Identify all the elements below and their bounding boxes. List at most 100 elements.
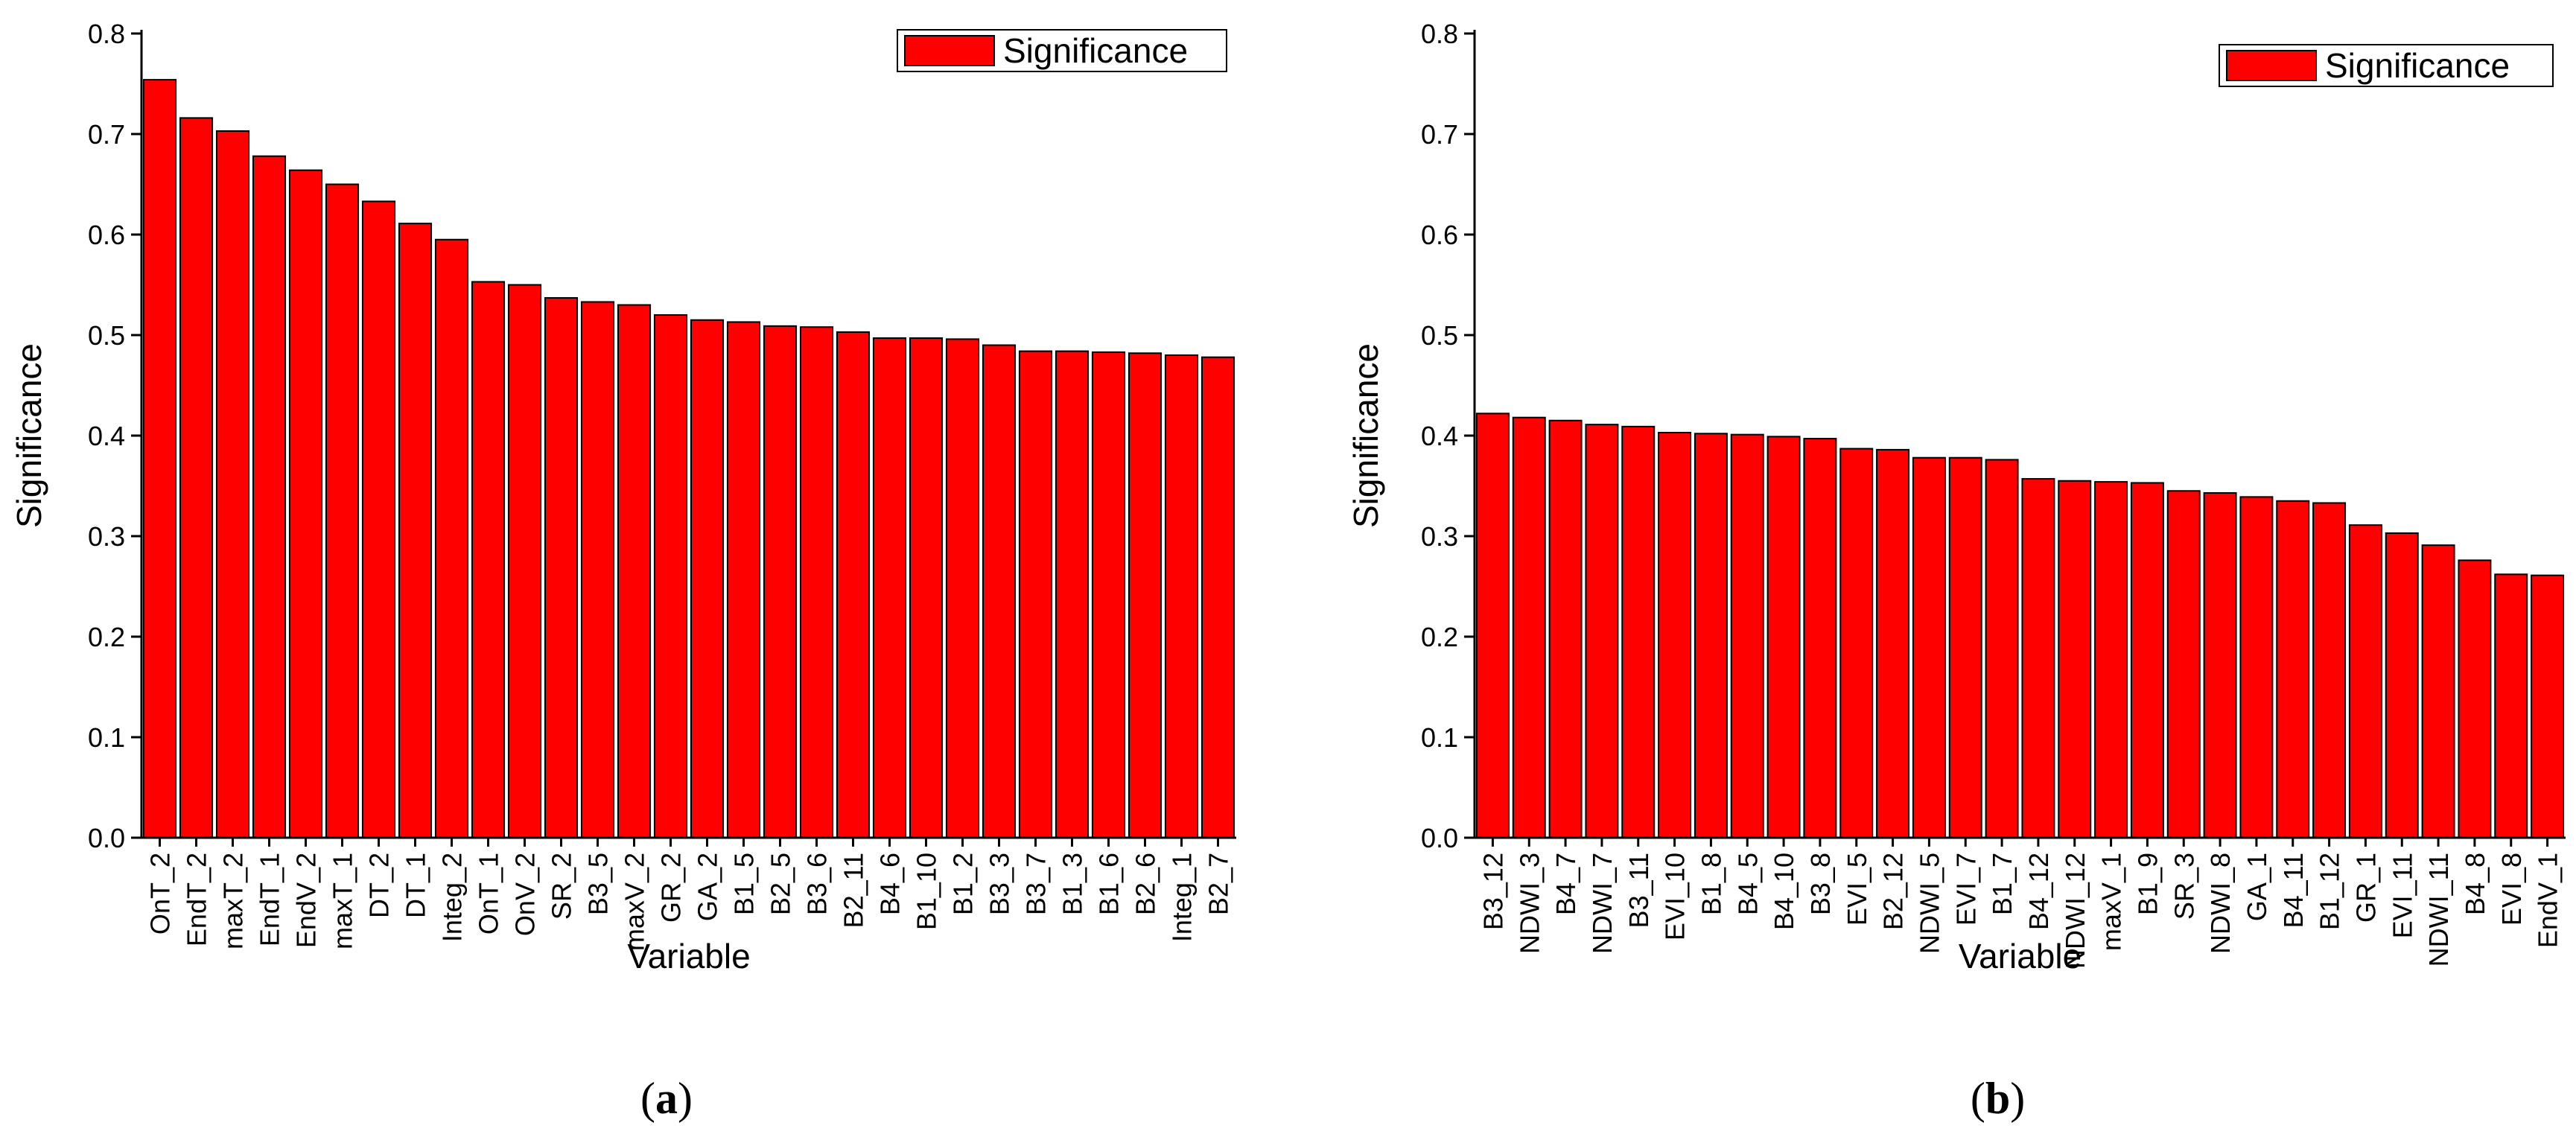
x-tick-label: B1_6 [1094, 853, 1125, 915]
x-tick-label: B4_10 [1769, 853, 1799, 930]
x-tick-label: NDWI_11 [2423, 853, 2454, 967]
y-tick-label: 0.1 [88, 722, 125, 753]
x-tick-label: B4_11 [2278, 853, 2309, 928]
x-tick-label: maxV_2 [620, 853, 650, 951]
bar-GA_2 [690, 319, 725, 838]
x-tick-label: DT_2 [364, 853, 395, 918]
y-tick-label: 0.4 [88, 421, 125, 451]
x-axis-title: Variable [627, 937, 750, 975]
legend: Significance [897, 29, 1227, 72]
x-tick-label: GA_2 [693, 853, 723, 921]
bar-B1_3 [1055, 350, 1090, 839]
y-axis-title: Significance [1346, 343, 1385, 528]
x-tick-label: OnT_1 [474, 853, 504, 935]
x-tick-label: B4_8 [2460, 853, 2490, 915]
x-tick-label: EVI_11 [2387, 853, 2417, 938]
x-tick-label: B4_12 [2023, 853, 2054, 930]
bar-B4_8 [2458, 559, 2492, 839]
bar-B2_7 [1200, 356, 1235, 838]
bar-GR_2 [653, 314, 688, 838]
y-tick-label: 0.2 [1421, 622, 1458, 652]
x-tick-label: maxT_2 [218, 853, 249, 949]
x-tick-label: NDWI_12 [2060, 853, 2090, 969]
bar-B2_5 [763, 325, 798, 839]
bar-B3_7 [1018, 350, 1053, 839]
x-tick-label: OnT_2 [145, 853, 176, 935]
x-tick-label: B4_5 [1732, 853, 1763, 915]
bar-NDWI_11 [2421, 544, 2455, 839]
y-tick-label: 0.0 [88, 823, 125, 853]
panel-label: (a) [640, 1074, 693, 1123]
bar-DT_2 [361, 200, 396, 838]
bar-SR_3 [2166, 490, 2201, 838]
x-tick-label: maxT_1 [328, 853, 358, 949]
x-tick-label: SR_2 [547, 853, 577, 920]
y-tick-label: 0.3 [88, 521, 125, 552]
bar-GA_1 [2239, 496, 2274, 838]
x-tick-label: B1_3 [1058, 853, 1088, 915]
bar-SR_2 [544, 297, 579, 838]
bar-B1_10 [909, 337, 944, 838]
x-tick-label: B1_7 [1987, 853, 2017, 915]
bar-B4_10 [1766, 436, 1801, 838]
x-tick-label: B2_12 [1878, 853, 1909, 930]
x-tick-label: B1_8 [1696, 853, 1726, 915]
legend-swatch [904, 35, 995, 66]
bar-B3_12 [1475, 413, 1510, 838]
x-tick-label: DT_1 [401, 853, 431, 918]
x-tick-label: B3_3 [985, 853, 1015, 915]
x-tick-label: B1_12 [2315, 853, 2345, 930]
bar-EVI_5 [1839, 448, 1874, 838]
x-tick-label: EVI_5 [1842, 853, 1872, 926]
bar-B3_6 [799, 326, 834, 838]
x-tick-label: SR_3 [2169, 853, 2199, 920]
bar-EndV_1 [2531, 574, 2565, 839]
x-tick-label: B3_12 [1478, 853, 1508, 930]
bar-OnV_2 [507, 284, 542, 838]
bar-Integ_1 [1164, 354, 1199, 838]
bar-OnT_1 [471, 281, 506, 838]
bar-maxV_1 [2094, 481, 2128, 838]
legend-swatch [2226, 50, 2317, 81]
bar-OnT_2 [142, 79, 177, 839]
bar-DT_1 [398, 223, 433, 838]
bar-B4_11 [2276, 500, 2310, 838]
x-tick-label: GA_1 [2242, 853, 2272, 921]
y-tick-label: 0.4 [1421, 421, 1458, 451]
bar-EVI_10 [1658, 431, 1692, 838]
x-tick-label: EndV_2 [291, 853, 322, 948]
x-tick-label: B1_2 [948, 853, 979, 915]
y-tick-label: 0.8 [1421, 19, 1458, 49]
y-tick-label: 0.6 [88, 220, 125, 250]
bar-NDWI_12 [2058, 480, 2092, 838]
bar-EVI_11 [2385, 532, 2419, 838]
bar-B3_3 [982, 344, 1017, 838]
x-tick-label: B1_9 [2132, 853, 2163, 915]
bar-EndT_1 [252, 155, 287, 838]
bar-Integ_2 [434, 238, 469, 838]
panel-label: (b) [1971, 1074, 2025, 1123]
bar-B4_12 [2021, 478, 2055, 838]
bar-maxT_2 [215, 130, 250, 838]
y-tick-label: 0.8 [88, 19, 125, 49]
bar-B1_5 [726, 321, 761, 838]
x-tick-label: EVI_8 [2496, 853, 2527, 926]
x-tick-label: GR_1 [2350, 853, 2381, 923]
x-tick-label: B1_10 [912, 853, 942, 930]
bar-NDWI_5 [1912, 456, 1946, 838]
bar-B3_5 [580, 301, 615, 838]
chart-panel-b: 0.00.10.20.30.40.50.60.70.8B3_12 NDWI_3 B4… [1346, 19, 2566, 1123]
x-tick-label: B1_5 [729, 853, 760, 915]
bar-B1_2 [945, 338, 980, 838]
bar-B1_7 [1985, 459, 2019, 839]
x-tick-label: Integ_2 [437, 853, 468, 942]
bar-EndT_2 [179, 117, 214, 838]
bar-B1_9 [2130, 482, 2164, 838]
x-tick-label: B3_6 [802, 853, 833, 915]
bar-NDWI_7 [1585, 424, 1619, 838]
x-tick-label: NDWI_5 [1914, 853, 1944, 954]
x-tick-label: B4_7 [1551, 853, 1581, 915]
y-tick-label: 0.2 [88, 622, 125, 652]
